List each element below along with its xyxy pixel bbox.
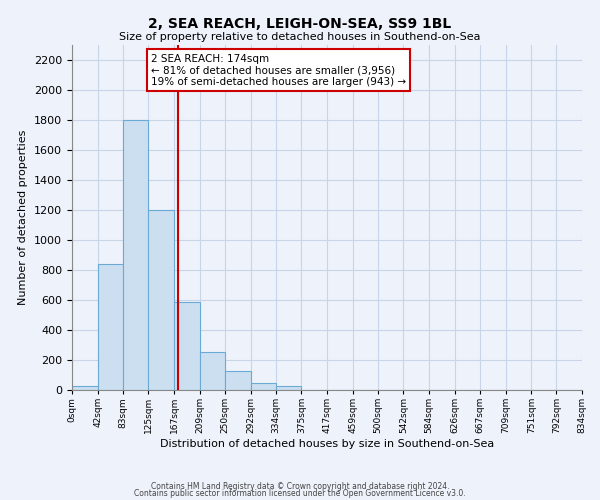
Bar xyxy=(225,371,251,390)
Bar xyxy=(276,386,301,390)
Y-axis label: Number of detached properties: Number of detached properties xyxy=(19,130,28,305)
Bar xyxy=(174,302,200,390)
Text: Size of property relative to detached houses in Southend-on-Sea: Size of property relative to detached ho… xyxy=(119,32,481,42)
Bar xyxy=(72,386,98,390)
Text: 2, SEA REACH, LEIGH-ON-SEA, SS9 1BL: 2, SEA REACH, LEIGH-ON-SEA, SS9 1BL xyxy=(148,18,452,32)
Bar xyxy=(123,120,148,390)
Bar xyxy=(148,210,174,390)
Bar xyxy=(200,352,225,390)
Text: Contains public sector information licensed under the Open Government Licence v3: Contains public sector information licen… xyxy=(134,489,466,498)
Bar xyxy=(98,264,123,390)
Bar xyxy=(251,383,276,390)
Text: 2 SEA REACH: 174sqm
← 81% of detached houses are smaller (3,956)
19% of semi-det: 2 SEA REACH: 174sqm ← 81% of detached ho… xyxy=(151,54,406,87)
X-axis label: Distribution of detached houses by size in Southend-on-Sea: Distribution of detached houses by size … xyxy=(160,439,494,449)
Text: Contains HM Land Registry data © Crown copyright and database right 2024.: Contains HM Land Registry data © Crown c… xyxy=(151,482,449,491)
